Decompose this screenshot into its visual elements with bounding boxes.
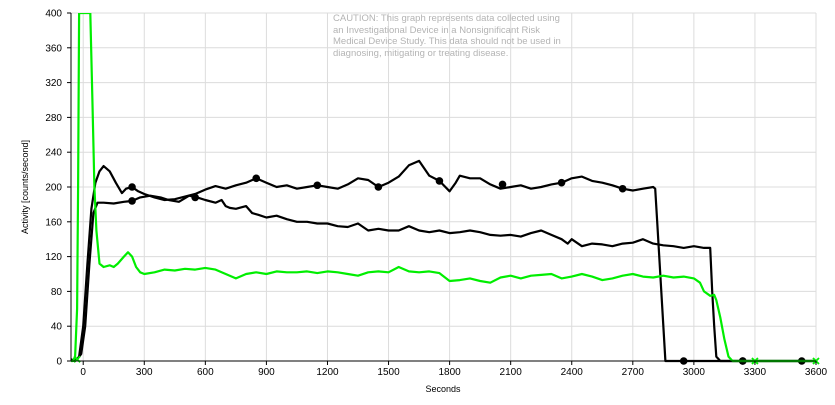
dot-marker: [618, 184, 627, 193]
series-layer: [71, 13, 820, 365]
dot-marker: [128, 197, 136, 205]
y-tick-label: 200: [45, 183, 62, 194]
dot-marker: [128, 183, 136, 191]
x-tick-labels: 0 300 600 900 1200 1500 1800 2100 2400 2700 3000 33…: [80, 361, 828, 378]
y-tick-label: 360: [45, 43, 62, 54]
x-axis-label: Seconds: [425, 384, 461, 394]
grid-lines: [71, 12, 817, 362]
x-tick-label: 2700: [622, 367, 645, 378]
y-tick-label: 40: [51, 322, 63, 333]
dot-marker: [252, 174, 261, 183]
y-tick-label: 120: [45, 252, 62, 263]
y-tick-label: 280: [45, 113, 62, 124]
y-tick-labels: 0 40 80 120 160 200 240 280 320 360 400: [45, 9, 71, 368]
x-tick-label: 1500: [377, 367, 400, 378]
x-tick-label: 1200: [316, 367, 339, 378]
y-tick-label: 0: [56, 357, 62, 368]
series-markers: [128, 193, 747, 365]
dot-marker: [435, 177, 444, 185]
dot-marker: [498, 180, 507, 189]
dot-marker: [557, 178, 566, 187]
series-1: [71, 159, 816, 363]
dot-marker: [374, 183, 383, 191]
x-tick-label: 300: [136, 367, 153, 378]
x-tick-label: 2100: [500, 367, 523, 378]
series-3: [71, 13, 816, 363]
x-tick-label: 600: [197, 367, 214, 378]
x-tick-label: 2400: [561, 367, 584, 378]
y-tick-label: 160: [45, 217, 62, 228]
series-markers: [128, 174, 806, 365]
dot-marker: [313, 181, 322, 190]
y-tick-label: 320: [45, 78, 62, 89]
series-line: [71, 13, 816, 363]
caution-notice: CAUTION: This graph represents data coll…: [333, 13, 561, 59]
y-tick-label: 240: [45, 148, 62, 159]
series-line: [71, 159, 816, 363]
series-line: [71, 194, 816, 363]
x-tick-label: 0: [80, 367, 86, 378]
x-tick-label: 3300: [744, 367, 767, 378]
y-tick-label: 80: [51, 287, 63, 298]
x-tick-label: 900: [258, 367, 275, 378]
x-tick-label: 1800: [438, 367, 461, 378]
y-axis-label: Activity [counts/second]: [20, 140, 30, 234]
x-tick-label: 3600: [805, 367, 828, 378]
y-tick-label: 400: [45, 9, 62, 20]
series-2: [71, 194, 816, 363]
dot-marker: [191, 193, 199, 202]
x-tick-label: 3000: [683, 367, 706, 378]
